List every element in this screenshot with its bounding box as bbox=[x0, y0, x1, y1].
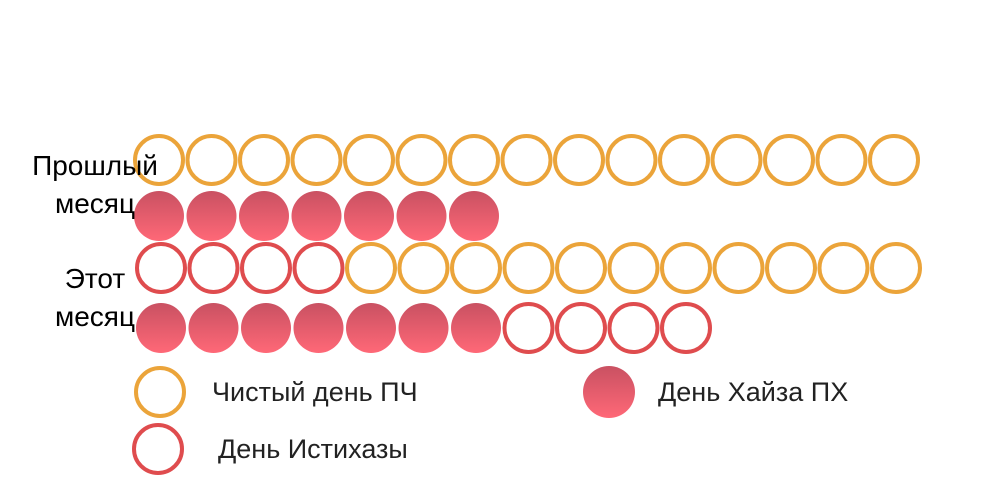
day-mark-clean bbox=[185, 134, 238, 186]
day-mark-istihaza bbox=[135, 242, 187, 294]
day-mark-haiz bbox=[136, 303, 186, 353]
day-mark-clean bbox=[710, 134, 763, 186]
row-label-this-line2: месяц bbox=[54, 301, 136, 332]
legend-label-haiz: День Хайза ПХ bbox=[658, 377, 849, 407]
day-mark-istihaza bbox=[607, 302, 660, 354]
day-mark-clean bbox=[607, 242, 660, 294]
day-mark-clean bbox=[605, 134, 658, 186]
row-label-this-month: Этот месяц bbox=[20, 260, 170, 336]
day-mark-clean bbox=[397, 242, 450, 294]
row-label-previous-line1: Прошлый bbox=[32, 150, 158, 181]
legend-symbol-haiz bbox=[583, 366, 635, 418]
day-mark-haiz bbox=[241, 303, 291, 353]
day-mark-clean bbox=[290, 134, 343, 186]
day-mark-istihaza bbox=[660, 302, 712, 354]
day-mark-haiz bbox=[396, 191, 447, 241]
day-mark-istihaza bbox=[555, 302, 607, 354]
day-mark-clean bbox=[712, 242, 765, 294]
legend-label-istihaza: День Истихазы bbox=[218, 434, 408, 464]
day-mark-clean bbox=[395, 134, 448, 186]
day-mark-clean bbox=[555, 242, 607, 294]
day-mark-istihaza bbox=[187, 242, 240, 294]
day-mark-haiz bbox=[188, 303, 239, 353]
day-mark-haiz bbox=[451, 303, 501, 353]
row-label-previous-line2: месяц bbox=[54, 188, 136, 219]
day-mark-clean bbox=[660, 242, 712, 294]
day-mark-haiz bbox=[134, 191, 184, 241]
day-mark-haiz bbox=[398, 303, 449, 353]
day-mark-clean bbox=[450, 242, 502, 294]
day-mark-clean bbox=[868, 134, 920, 186]
row-label-this-line1: Этот bbox=[64, 263, 126, 294]
legend-label-clean: Чистый день ПЧ bbox=[212, 377, 418, 407]
day-mark-clean bbox=[500, 134, 553, 186]
day-mark-clean bbox=[345, 242, 397, 294]
day-mark-clean bbox=[133, 134, 185, 186]
day-mark-clean bbox=[502, 242, 555, 294]
day-mark-haiz bbox=[449, 191, 499, 241]
day-mark-istihaza bbox=[240, 242, 292, 294]
day-mark-clean bbox=[817, 242, 870, 294]
day-mark-haiz bbox=[344, 191, 394, 241]
day-mark-haiz bbox=[291, 191, 342, 241]
day-mark-clean bbox=[763, 134, 815, 186]
day-mark-clean bbox=[343, 134, 395, 186]
day-mark-haiz bbox=[186, 191, 237, 241]
legend-symbol-istihaza bbox=[132, 423, 184, 475]
day-mark-haiz bbox=[293, 303, 344, 353]
row-label-previous-month: Прошлый месяц bbox=[20, 147, 170, 223]
day-mark-clean bbox=[658, 134, 710, 186]
day-mark-clean bbox=[238, 134, 290, 186]
day-mark-istihaza bbox=[292, 242, 345, 294]
day-mark-haiz bbox=[346, 303, 396, 353]
day-mark-clean bbox=[765, 242, 817, 294]
day-mark-haiz bbox=[239, 191, 289, 241]
day-mark-clean bbox=[553, 134, 605, 186]
day-mark-clean bbox=[870, 242, 922, 294]
day-mark-clean bbox=[448, 134, 500, 186]
day-mark-istihaza bbox=[502, 302, 555, 354]
legend-symbol-clean bbox=[134, 366, 186, 418]
day-mark-clean bbox=[815, 134, 868, 186]
